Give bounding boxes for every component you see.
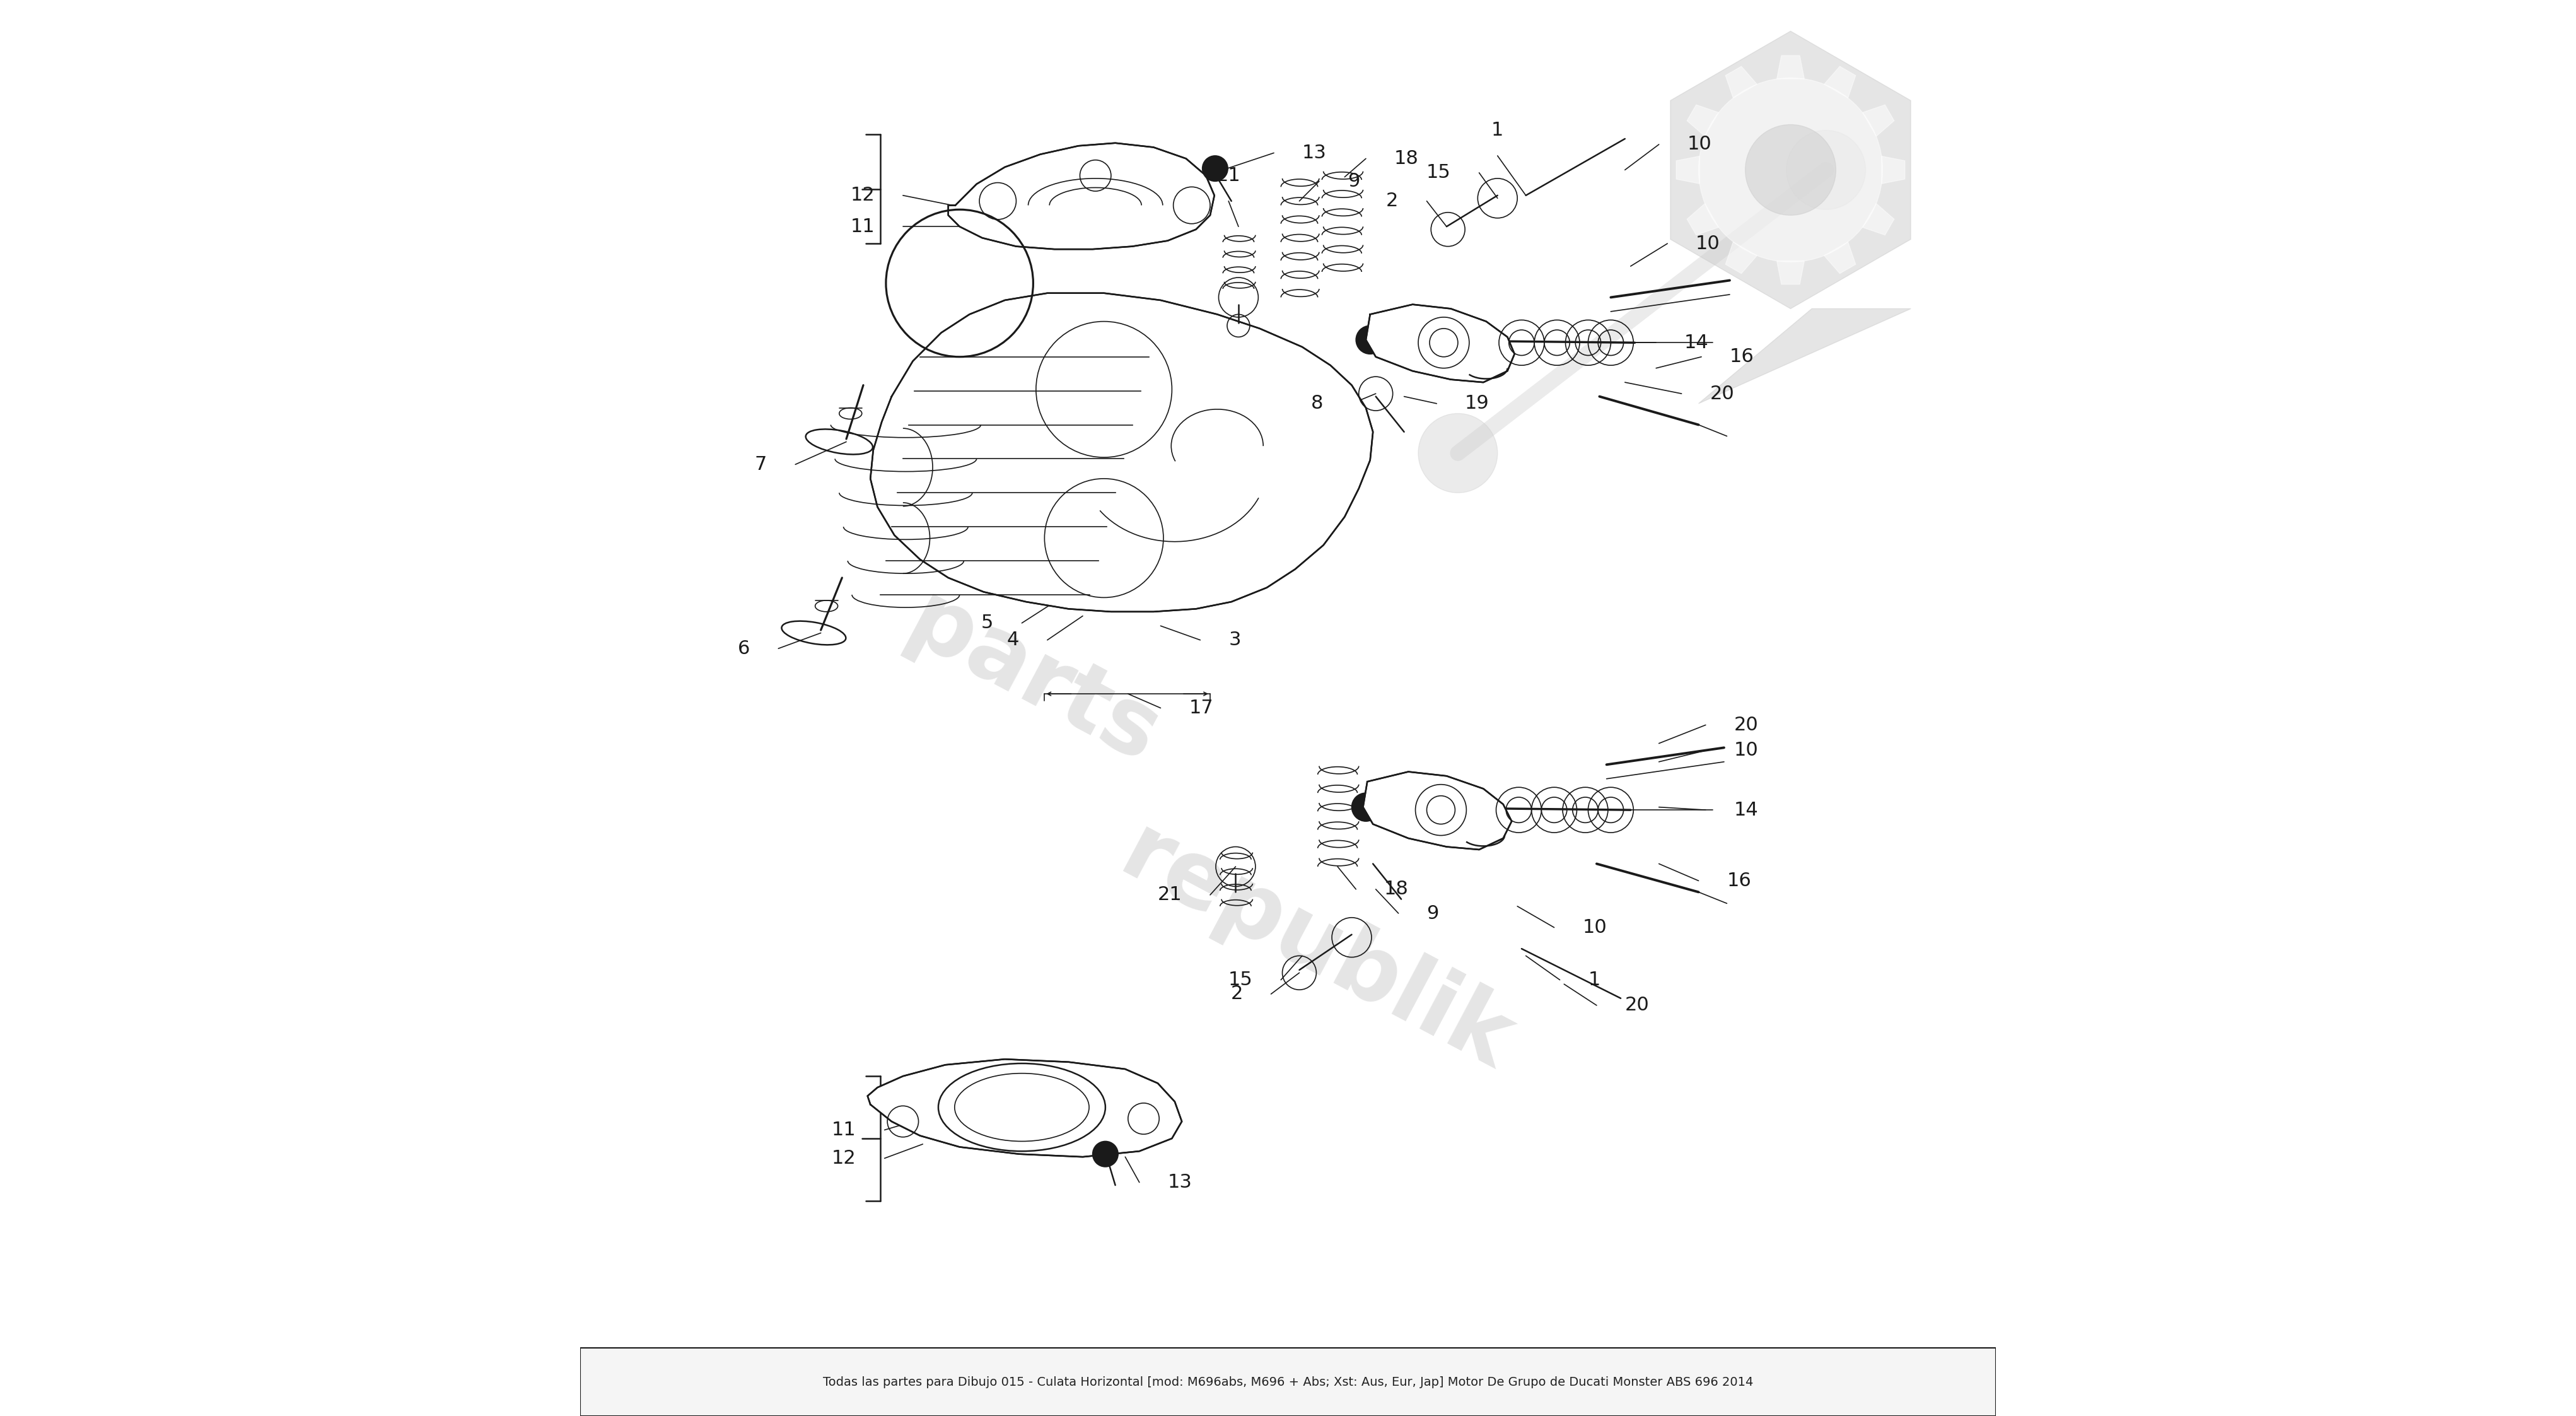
Text: 17: 17 bbox=[1190, 700, 1213, 716]
Text: 13: 13 bbox=[1301, 144, 1327, 161]
Polygon shape bbox=[1862, 204, 1893, 235]
Text: 14: 14 bbox=[1685, 334, 1708, 351]
Polygon shape bbox=[1669, 31, 1911, 309]
Text: 10: 10 bbox=[1695, 235, 1721, 252]
Text: 21: 21 bbox=[1216, 167, 1242, 184]
Circle shape bbox=[1747, 125, 1837, 215]
Text: Todas las partes para Dibujo 015 - Culata Horizontal [mod: M696abs, M696 + Abs; : Todas las partes para Dibujo 015 - Culat… bbox=[822, 1376, 1754, 1388]
Text: 9: 9 bbox=[1347, 173, 1360, 190]
Text: 7: 7 bbox=[755, 456, 768, 473]
Text: 10: 10 bbox=[1687, 136, 1710, 153]
Polygon shape bbox=[1677, 156, 1700, 184]
Text: 1: 1 bbox=[1589, 971, 1600, 988]
Text: 20: 20 bbox=[1625, 997, 1649, 1014]
Polygon shape bbox=[1698, 309, 1911, 404]
Text: parts: parts bbox=[891, 576, 1175, 783]
Text: 21: 21 bbox=[1157, 886, 1182, 903]
Polygon shape bbox=[1726, 242, 1757, 273]
Circle shape bbox=[1352, 793, 1381, 821]
Text: 16: 16 bbox=[1728, 348, 1754, 365]
Polygon shape bbox=[1824, 67, 1855, 98]
Text: 3: 3 bbox=[1229, 632, 1242, 649]
Circle shape bbox=[1092, 1141, 1118, 1167]
Text: 4: 4 bbox=[1007, 632, 1020, 649]
Polygon shape bbox=[1880, 156, 1904, 184]
Text: 20: 20 bbox=[1734, 716, 1759, 733]
Text: 5: 5 bbox=[981, 615, 994, 632]
Text: 9: 9 bbox=[1427, 905, 1440, 922]
Text: 2: 2 bbox=[1231, 986, 1242, 1003]
Text: 20: 20 bbox=[1710, 385, 1734, 402]
Text: 13: 13 bbox=[1167, 1174, 1193, 1191]
FancyBboxPatch shape bbox=[580, 1348, 1996, 1416]
Polygon shape bbox=[1726, 67, 1757, 98]
Text: 12: 12 bbox=[850, 187, 876, 204]
Text: 10: 10 bbox=[1582, 919, 1607, 936]
Polygon shape bbox=[1687, 204, 1718, 235]
Polygon shape bbox=[1862, 105, 1893, 136]
Text: 11: 11 bbox=[850, 218, 876, 235]
Text: 11: 11 bbox=[832, 1121, 855, 1138]
Polygon shape bbox=[1363, 772, 1512, 850]
Polygon shape bbox=[1777, 55, 1803, 79]
Text: 19: 19 bbox=[1466, 395, 1489, 412]
Text: 12: 12 bbox=[832, 1150, 855, 1167]
Polygon shape bbox=[948, 143, 1213, 249]
Polygon shape bbox=[1687, 105, 1718, 136]
Text: 2: 2 bbox=[1386, 193, 1399, 210]
Polygon shape bbox=[871, 293, 1373, 612]
Polygon shape bbox=[1777, 261, 1803, 285]
Text: republik: republik bbox=[1105, 809, 1528, 1089]
Circle shape bbox=[1785, 130, 1865, 210]
Text: 8: 8 bbox=[1311, 395, 1324, 412]
Polygon shape bbox=[1365, 304, 1515, 382]
Text: 18: 18 bbox=[1394, 150, 1419, 167]
Circle shape bbox=[1698, 78, 1883, 262]
Circle shape bbox=[1355, 326, 1383, 354]
Text: 6: 6 bbox=[737, 640, 750, 657]
Text: 15: 15 bbox=[1427, 164, 1450, 181]
Text: 15: 15 bbox=[1229, 971, 1252, 988]
Text: 1: 1 bbox=[1492, 122, 1504, 139]
Polygon shape bbox=[1824, 242, 1855, 273]
Text: 10: 10 bbox=[1734, 742, 1759, 759]
Text: 16: 16 bbox=[1726, 872, 1752, 889]
Text: 14: 14 bbox=[1734, 801, 1759, 818]
Circle shape bbox=[1419, 413, 1497, 493]
Polygon shape bbox=[868, 1059, 1182, 1157]
Circle shape bbox=[1203, 156, 1229, 181]
Text: 18: 18 bbox=[1383, 881, 1409, 898]
